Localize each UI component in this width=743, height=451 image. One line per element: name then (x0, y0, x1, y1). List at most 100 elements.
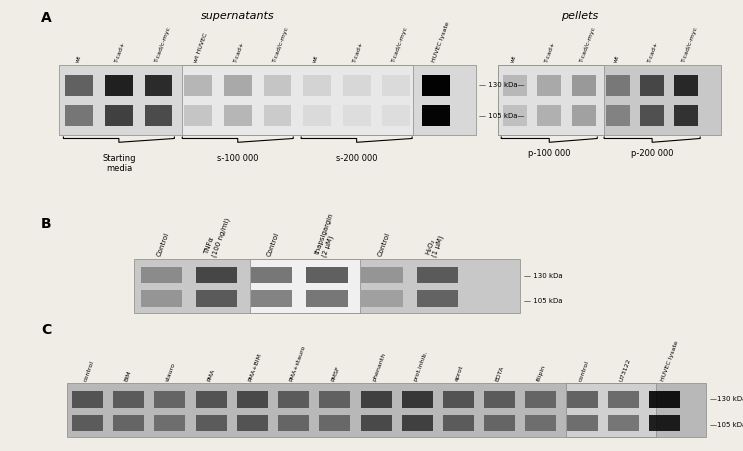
Bar (360, 415, 392, 431)
Text: wt: wt (312, 54, 319, 63)
Bar (251, 291, 293, 307)
Text: EDTA: EDTA (495, 364, 505, 381)
Text: wt: wt (613, 54, 620, 63)
Text: —130 kDa: —130 kDa (710, 396, 743, 401)
Bar (105, 76, 133, 97)
Bar (72, 415, 103, 431)
Text: T-cad/c-myc: T-cad/c-myc (154, 26, 172, 63)
Bar (67, 383, 706, 437)
Bar (278, 391, 309, 408)
Bar (422, 76, 450, 97)
Bar (237, 391, 267, 408)
Bar (184, 106, 212, 127)
Bar (383, 106, 410, 127)
Bar (422, 76, 450, 97)
Bar (184, 76, 212, 97)
Bar (417, 267, 458, 284)
Text: PMA: PMA (207, 367, 215, 381)
Bar (608, 415, 639, 431)
Text: — 105 kDa: — 105 kDa (524, 297, 562, 303)
Text: TNFα
(100 ng/ml): TNFα (100 ng/ml) (204, 214, 230, 257)
Bar (498, 65, 721, 135)
Bar (383, 76, 410, 97)
Text: Control: Control (266, 231, 280, 257)
Bar (565, 383, 656, 437)
Bar (567, 391, 597, 408)
Bar (649, 415, 680, 431)
Bar (503, 106, 527, 127)
Bar (306, 291, 348, 307)
Bar (113, 415, 144, 431)
Bar (640, 106, 664, 127)
Bar (537, 106, 561, 127)
Bar (237, 415, 267, 431)
Bar (640, 76, 664, 97)
Text: stauro: stauro (165, 361, 177, 381)
Bar (571, 76, 596, 97)
Bar (155, 415, 186, 431)
Bar (72, 391, 103, 408)
Bar (264, 76, 291, 97)
Text: PMSF: PMSF (330, 364, 340, 381)
Bar (195, 415, 227, 431)
Text: PMA+BIM: PMA+BIM (247, 351, 262, 381)
Text: — 105 kDa—: — 105 kDa— (479, 113, 525, 119)
Text: U73122: U73122 (619, 357, 632, 381)
Bar (65, 106, 93, 127)
Text: control: control (82, 359, 95, 381)
Bar (196, 267, 237, 284)
Text: T-cad/c-myc: T-cad/c-myc (392, 26, 409, 63)
Text: HUVEC lysate: HUVEC lysate (660, 339, 679, 381)
Text: T-cad/c-myc: T-cad/c-myc (579, 26, 597, 63)
Bar (224, 76, 252, 97)
Text: Control: Control (156, 231, 170, 257)
Bar (105, 106, 133, 127)
Text: PMA+stauro: PMA+stauro (289, 343, 307, 381)
Bar (360, 391, 392, 408)
Bar (306, 267, 348, 284)
Bar (140, 291, 182, 307)
Bar (606, 76, 630, 97)
Bar (383, 76, 410, 97)
Bar (422, 106, 450, 127)
Bar (319, 415, 350, 431)
Bar (361, 291, 403, 307)
Text: wt HUVEC: wt HUVEC (193, 32, 209, 63)
Bar (250, 259, 360, 313)
Bar (537, 106, 561, 127)
Bar (264, 76, 291, 97)
Bar (196, 291, 237, 307)
Bar (537, 76, 561, 97)
Text: prot.inhib.: prot.inhib. (412, 349, 429, 381)
Bar (343, 106, 371, 127)
Text: control: control (577, 359, 590, 381)
Bar (303, 106, 331, 127)
Bar (140, 267, 182, 284)
Bar (417, 291, 458, 307)
Bar (443, 415, 474, 431)
Bar (571, 76, 596, 97)
Bar (184, 106, 212, 127)
Text: T-cad+: T-cad+ (352, 41, 364, 63)
Bar (195, 391, 227, 408)
Bar (571, 106, 596, 127)
Bar (224, 106, 252, 127)
Bar (567, 415, 597, 431)
Bar (343, 76, 371, 97)
Bar (278, 415, 309, 431)
Text: B: B (41, 216, 51, 230)
Text: Starting
media: Starting media (102, 153, 136, 173)
Bar (383, 106, 410, 127)
Bar (484, 415, 515, 431)
Bar (422, 106, 450, 127)
Text: —105 kDa: —105 kDa (710, 421, 743, 427)
Text: p-200 000: p-200 000 (631, 149, 673, 158)
Bar (498, 65, 604, 135)
Bar (155, 391, 186, 408)
Bar (503, 76, 527, 97)
Bar (608, 391, 639, 408)
Text: T-cad+: T-cad+ (647, 41, 660, 63)
Text: A: A (41, 11, 51, 25)
Bar (525, 415, 557, 431)
Bar (134, 259, 520, 313)
